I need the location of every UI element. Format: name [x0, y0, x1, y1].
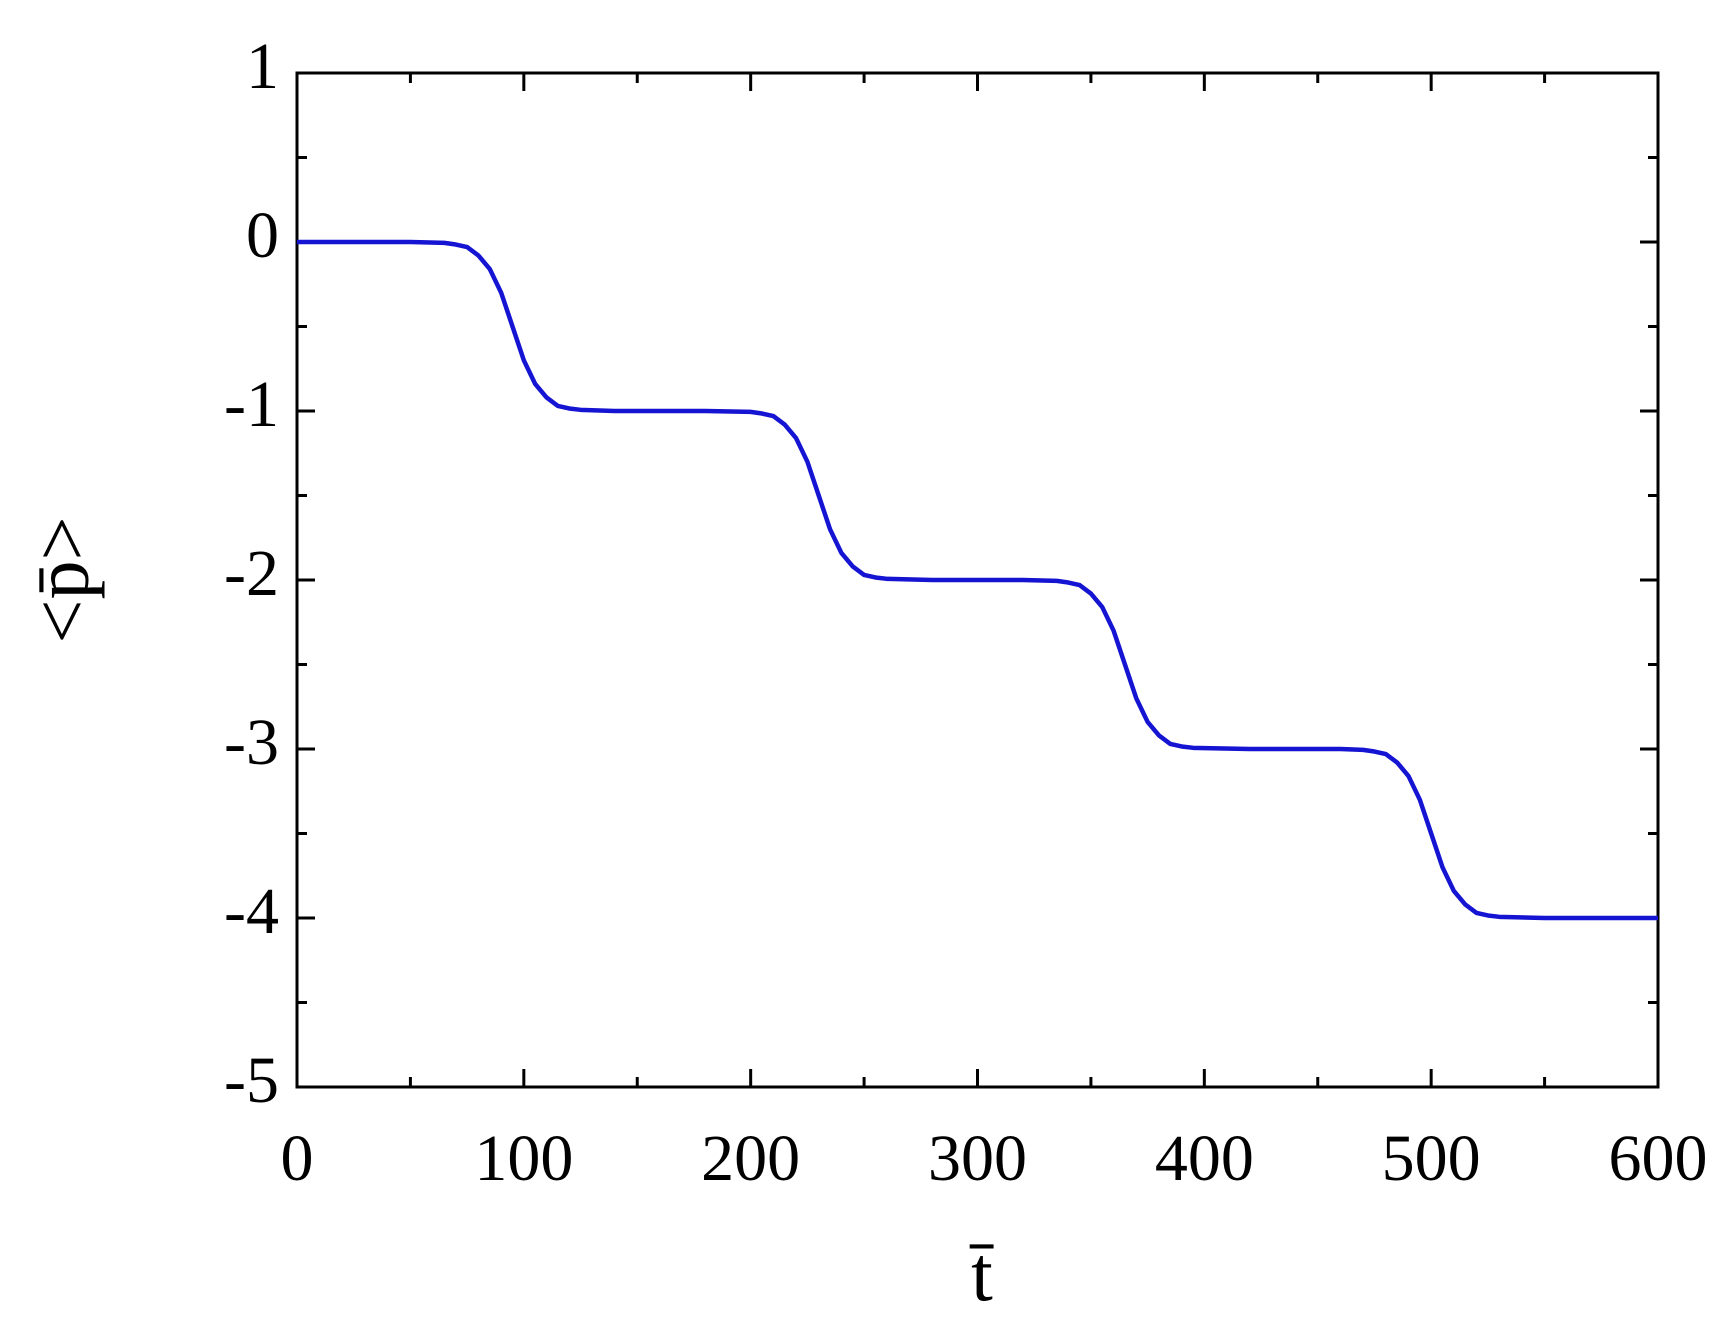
- y-tick-label: 1: [246, 30, 279, 103]
- y-tick-label: -3: [224, 706, 279, 779]
- x-tick-label: 200: [701, 1122, 800, 1195]
- data-line: [297, 239, 1658, 921]
- y-tick-label: -2: [224, 537, 279, 610]
- x-tick-label: 100: [474, 1122, 573, 1195]
- y-tick-label: -5: [224, 1044, 279, 1117]
- x-axis-label: t̄: [970, 1230, 994, 1317]
- x-tick-label: 500: [1382, 1122, 1481, 1195]
- y-tick-label: -4: [224, 875, 279, 948]
- y-tick-label: 0: [246, 199, 279, 272]
- x-tick-label: 600: [1609, 1122, 1708, 1195]
- x-tick-label: 400: [1155, 1122, 1254, 1195]
- x-tick-label: 300: [928, 1122, 1027, 1195]
- x-tick-label: 0: [281, 1122, 314, 1195]
- y-tick-label: -1: [224, 368, 279, 441]
- plot-frame: [295, 71, 1660, 1089]
- y-axis-label: <p̄>: [18, 517, 105, 644]
